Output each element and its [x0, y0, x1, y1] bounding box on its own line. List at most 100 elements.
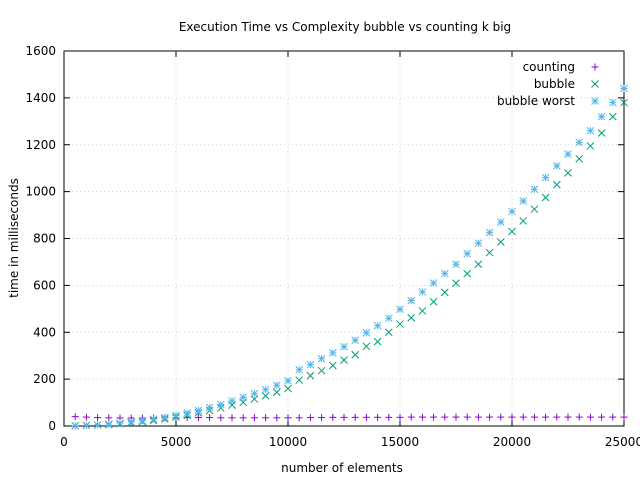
grid	[64, 51, 624, 426]
data-point	[317, 354, 326, 363]
data-point	[362, 328, 371, 337]
data-point	[273, 414, 281, 422]
data-point	[553, 413, 561, 421]
data-point	[284, 414, 292, 422]
data-point	[407, 313, 416, 322]
data-point	[407, 296, 416, 305]
data-point	[306, 360, 315, 369]
data-point	[496, 238, 505, 246]
data-point	[396, 305, 404, 314]
legend: counting bubble bubble worst	[497, 60, 599, 108]
data-point	[116, 419, 124, 428]
data-point	[127, 418, 136, 426]
data-point	[552, 161, 561, 170]
data-point	[250, 395, 259, 403]
data-point	[564, 150, 572, 158]
data-point	[284, 376, 292, 385]
data-point	[552, 180, 561, 189]
data-point	[508, 413, 516, 421]
data-point	[105, 414, 113, 422]
data-point	[463, 269, 472, 278]
data-point	[373, 321, 382, 330]
data-point	[362, 413, 370, 421]
x-tick-label: 15000	[381, 435, 419, 449]
data-point	[351, 336, 360, 345]
data-point	[239, 393, 248, 402]
data-point	[172, 411, 180, 420]
data-point	[564, 413, 572, 421]
legend-item: bubble worst	[497, 94, 599, 108]
y-tick-label: 400	[33, 325, 56, 339]
data-point	[430, 413, 438, 421]
data-point	[261, 385, 270, 394]
data-point	[340, 413, 348, 421]
data-point	[149, 415, 158, 424]
data-point	[93, 420, 102, 429]
y-tick-label: 600	[33, 278, 56, 292]
y-tick-label: 800	[33, 232, 56, 246]
data-point	[228, 414, 236, 422]
legend-label: counting	[523, 60, 575, 74]
y-tick-label: 1400	[25, 91, 56, 105]
data-point	[530, 205, 539, 214]
data-point	[598, 413, 606, 421]
data-point	[295, 414, 303, 422]
x-tick-label: 25000	[605, 435, 640, 449]
data-point	[262, 414, 270, 422]
data-point	[575, 138, 584, 147]
data-point	[463, 249, 472, 258]
data-point	[575, 154, 584, 163]
data-point	[608, 98, 617, 107]
data-point	[384, 314, 393, 323]
data-point	[160, 413, 169, 422]
data-point	[396, 320, 404, 328]
data-point	[328, 349, 337, 357]
x-tick-label: 10000	[269, 435, 307, 449]
y-tick-label: 0	[48, 419, 56, 433]
data-point	[216, 404, 225, 412]
data-point	[71, 413, 79, 421]
legend-marker	[591, 97, 599, 105]
data-point	[418, 307, 427, 315]
data-point	[497, 413, 505, 421]
data-point	[329, 413, 337, 421]
data-point	[474, 239, 483, 248]
data-point	[508, 207, 516, 216]
data-point	[496, 218, 505, 226]
data-point	[250, 389, 259, 398]
data-point	[541, 193, 550, 202]
data-point	[474, 413, 482, 421]
data-point	[564, 169, 572, 177]
data-point	[138, 416, 147, 425]
data-point	[396, 413, 404, 421]
data-point	[351, 350, 360, 359]
x-axis-label: number of elements	[281, 461, 403, 475]
data-point	[620, 413, 628, 421]
data-point	[228, 397, 236, 405]
y-tick-label: 1000	[25, 185, 56, 199]
data-point	[541, 173, 550, 182]
legend-label: bubble	[534, 77, 575, 91]
data-point	[620, 98, 628, 107]
data-point	[418, 413, 426, 421]
data-point	[340, 356, 348, 364]
data-point	[94, 414, 102, 422]
data-point	[407, 413, 415, 421]
data-point	[452, 260, 460, 269]
data-point	[519, 413, 527, 421]
data-point	[183, 409, 192, 417]
data-point	[530, 413, 538, 421]
data-point	[508, 227, 516, 236]
data-point	[441, 413, 449, 421]
data-point	[340, 342, 348, 351]
data-point	[440, 269, 449, 278]
data-point	[530, 185, 539, 194]
data-point	[542, 413, 550, 421]
data-point	[82, 413, 90, 421]
data-point	[474, 260, 483, 269]
data-point	[351, 413, 359, 421]
data-point	[104, 420, 113, 428]
series-bubble-worst	[71, 84, 628, 430]
data-point	[272, 388, 281, 397]
